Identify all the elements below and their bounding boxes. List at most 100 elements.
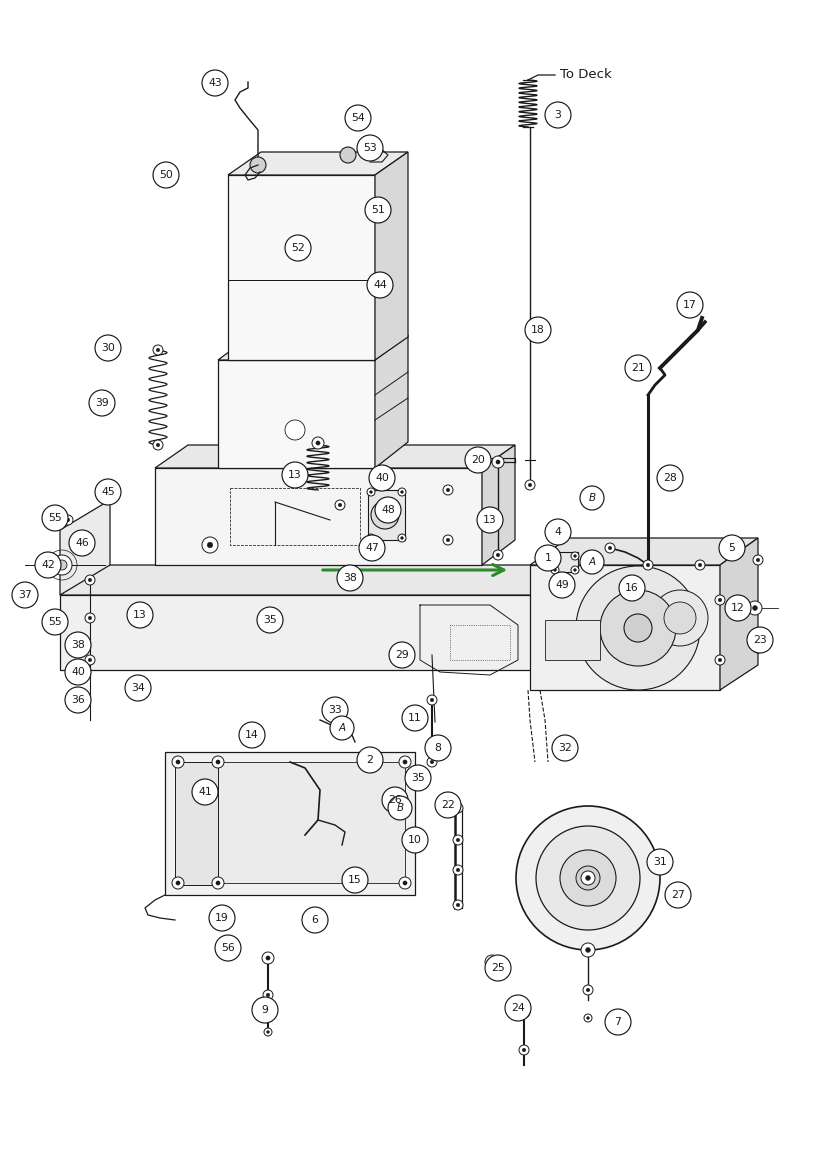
Text: 39: 39 xyxy=(95,399,109,408)
Circle shape xyxy=(357,747,383,773)
Circle shape xyxy=(725,595,751,621)
Circle shape xyxy=(496,460,500,464)
Circle shape xyxy=(443,485,453,495)
Text: 22: 22 xyxy=(441,799,455,810)
Circle shape xyxy=(456,868,460,872)
Text: 47: 47 xyxy=(365,543,378,553)
Circle shape xyxy=(367,535,375,541)
Circle shape xyxy=(257,607,283,633)
Text: 41: 41 xyxy=(198,787,212,797)
Circle shape xyxy=(266,956,270,960)
Circle shape xyxy=(369,490,373,494)
Circle shape xyxy=(586,988,589,991)
Text: 27: 27 xyxy=(671,890,685,901)
Circle shape xyxy=(584,1014,592,1023)
Circle shape xyxy=(52,555,72,575)
Circle shape xyxy=(489,960,494,964)
Circle shape xyxy=(63,515,73,525)
Circle shape xyxy=(560,849,616,906)
Text: 13: 13 xyxy=(133,610,147,621)
Text: To Deck: To Deck xyxy=(560,69,612,81)
Circle shape xyxy=(125,675,151,701)
Circle shape xyxy=(491,961,493,963)
Polygon shape xyxy=(165,752,415,895)
Circle shape xyxy=(435,792,461,818)
Circle shape xyxy=(403,760,407,765)
Circle shape xyxy=(453,901,463,910)
Circle shape xyxy=(525,480,535,490)
Circle shape xyxy=(580,486,604,510)
Circle shape xyxy=(369,537,373,539)
Circle shape xyxy=(492,456,504,468)
Circle shape xyxy=(215,935,241,961)
Circle shape xyxy=(153,345,163,356)
Text: 49: 49 xyxy=(555,580,569,590)
Circle shape xyxy=(42,609,68,634)
Circle shape xyxy=(316,440,320,445)
Circle shape xyxy=(153,162,179,188)
Circle shape xyxy=(447,538,450,541)
Polygon shape xyxy=(552,552,578,572)
Circle shape xyxy=(574,568,576,572)
Text: 9: 9 xyxy=(262,1005,268,1014)
Text: 18: 18 xyxy=(531,325,545,335)
Circle shape xyxy=(322,697,348,723)
Circle shape xyxy=(747,627,773,653)
Circle shape xyxy=(576,866,600,890)
Polygon shape xyxy=(60,595,580,670)
Text: 40: 40 xyxy=(375,473,389,483)
Circle shape xyxy=(399,877,411,889)
Circle shape xyxy=(359,535,385,561)
Circle shape xyxy=(756,646,759,650)
Polygon shape xyxy=(375,335,408,468)
Circle shape xyxy=(518,1006,530,1018)
Text: 45: 45 xyxy=(101,487,115,497)
Circle shape xyxy=(202,537,218,553)
Text: 53: 53 xyxy=(363,143,377,153)
Text: 40: 40 xyxy=(71,667,85,677)
Text: 43: 43 xyxy=(209,78,222,88)
Circle shape xyxy=(652,590,708,646)
Text: 7: 7 xyxy=(615,1017,621,1027)
Circle shape xyxy=(605,543,615,553)
Circle shape xyxy=(605,1009,631,1035)
Circle shape xyxy=(453,865,463,875)
Circle shape xyxy=(549,572,575,598)
Circle shape xyxy=(522,1010,526,1014)
Text: 8: 8 xyxy=(434,743,442,753)
Circle shape xyxy=(551,552,559,560)
Circle shape xyxy=(427,695,437,705)
Text: 37: 37 xyxy=(18,590,32,600)
Circle shape xyxy=(456,903,460,906)
Circle shape xyxy=(581,872,595,885)
Circle shape xyxy=(88,616,92,619)
Circle shape xyxy=(516,806,660,951)
Polygon shape xyxy=(375,152,408,360)
Text: 31: 31 xyxy=(654,858,667,867)
Text: 35: 35 xyxy=(263,615,277,625)
Circle shape xyxy=(677,292,703,318)
Circle shape xyxy=(619,575,645,601)
Circle shape xyxy=(156,349,160,352)
Text: 13: 13 xyxy=(483,515,497,525)
Circle shape xyxy=(485,955,499,969)
Circle shape xyxy=(202,70,228,96)
Circle shape xyxy=(528,483,532,487)
Circle shape xyxy=(443,535,453,545)
Circle shape xyxy=(369,465,395,492)
Circle shape xyxy=(545,519,571,545)
Text: 17: 17 xyxy=(683,300,697,310)
Circle shape xyxy=(715,655,725,665)
Circle shape xyxy=(388,796,412,820)
Text: A: A xyxy=(338,723,346,733)
Polygon shape xyxy=(178,762,405,883)
Text: 3: 3 xyxy=(554,110,562,120)
Circle shape xyxy=(264,1028,272,1037)
Circle shape xyxy=(282,462,308,488)
Circle shape xyxy=(172,756,184,768)
Circle shape xyxy=(371,501,399,529)
Circle shape xyxy=(551,566,559,574)
Circle shape xyxy=(447,488,450,492)
Circle shape xyxy=(646,564,649,567)
Circle shape xyxy=(239,722,265,748)
